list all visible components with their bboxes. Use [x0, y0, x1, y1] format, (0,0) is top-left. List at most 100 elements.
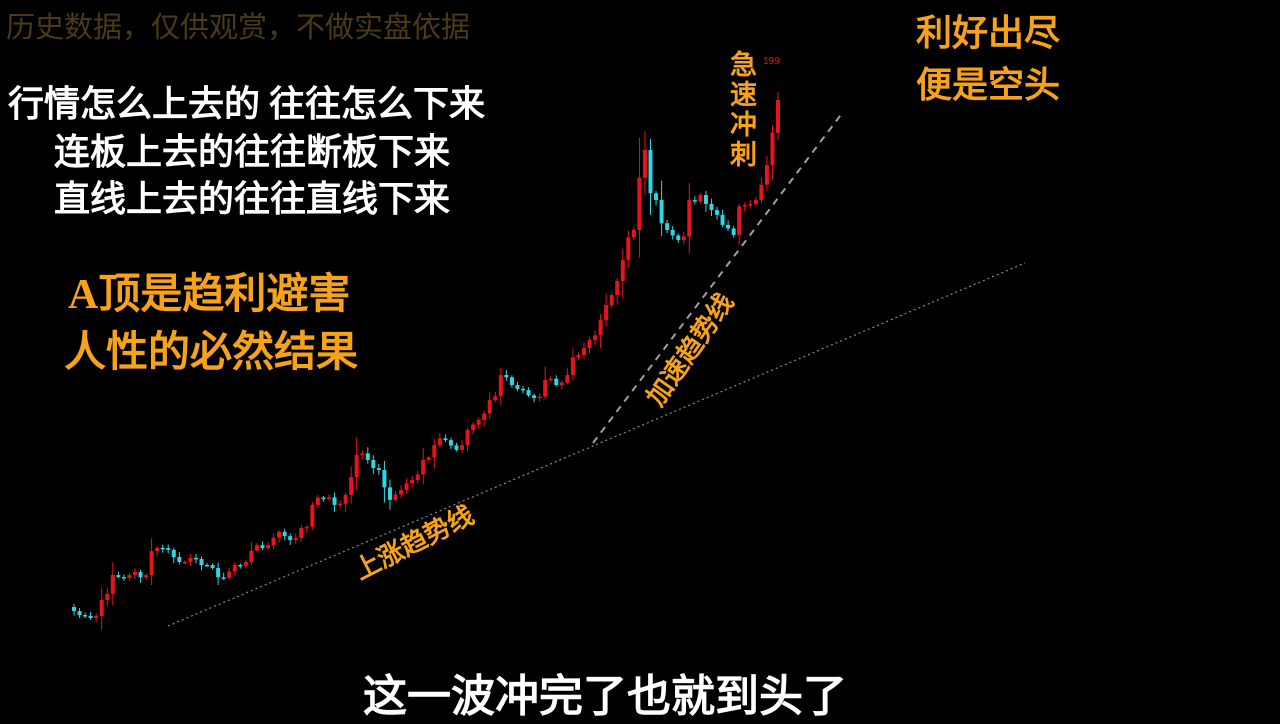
candle-down	[371, 459, 376, 469]
candle-down	[720, 214, 725, 225]
candle-up	[105, 593, 110, 600]
candle-down	[205, 565, 210, 567]
candle-up	[243, 562, 248, 566]
candle-down	[282, 531, 287, 537]
candle-up	[593, 335, 598, 341]
candle-down	[515, 385, 520, 389]
candle-up	[360, 453, 365, 455]
candle-up	[432, 445, 437, 458]
candle-up	[232, 565, 237, 572]
candle-up	[681, 236, 686, 240]
candle-up	[576, 355, 581, 358]
candle-up	[426, 457, 431, 460]
candle-up	[132, 572, 137, 576]
candle-up	[326, 497, 331, 499]
candle-down	[77, 611, 82, 616]
candle-up	[271, 537, 276, 546]
candle-up	[609, 295, 614, 306]
candle-up	[737, 206, 742, 235]
candle-up	[310, 504, 315, 527]
candle-up	[393, 494, 398, 500]
candle-up	[642, 150, 647, 178]
candle-up	[631, 229, 636, 238]
candle-down	[504, 374, 509, 378]
candle-down	[177, 557, 182, 563]
candle-up	[759, 184, 764, 201]
candle-up	[254, 545, 259, 551]
candle-up	[266, 545, 271, 549]
caption-line-1: 行情怎么上去的 往往怎么下来	[8, 84, 486, 124]
candle-down	[288, 536, 293, 541]
candle-down	[676, 235, 681, 240]
candle-down	[382, 469, 387, 488]
candle-up	[404, 483, 409, 491]
candle-up	[687, 200, 692, 237]
candle-down	[532, 395, 537, 399]
candle-up	[748, 204, 753, 206]
right-caption-1: 利好出尽	[916, 13, 1061, 53]
candle-up	[99, 599, 104, 616]
uptrend-line	[167, 262, 1026, 627]
candle-down	[138, 572, 143, 578]
candle-down	[216, 567, 221, 578]
watermark: 历史数据，仅供观赏，不做实盘依据	[6, 12, 471, 44]
candle-down	[193, 557, 198, 560]
candle-down	[654, 193, 659, 201]
candle-up	[227, 571, 232, 579]
candle-up	[399, 490, 404, 495]
highlight-line-1: A顶是趋利避害	[68, 272, 351, 318]
candle-up	[620, 260, 625, 282]
candle-up	[543, 380, 548, 397]
candle-down	[116, 575, 121, 578]
caption-line-2: 连板上去的往往断板下来	[54, 132, 451, 172]
candle-down	[260, 545, 265, 549]
candle-up	[604, 305, 609, 321]
candle-up	[277, 531, 282, 538]
candle-up	[482, 413, 487, 420]
candle-up	[304, 526, 309, 529]
candle-down	[448, 440, 453, 446]
candle-down	[665, 223, 670, 230]
candle-up	[776, 99, 780, 133]
candle-down	[387, 487, 392, 500]
candle-down	[210, 565, 215, 568]
candle-up	[465, 430, 470, 446]
candle-down	[83, 615, 88, 617]
candle-up	[626, 237, 631, 261]
candle-up	[188, 557, 193, 562]
candle-down	[199, 558, 204, 566]
candle-down	[648, 150, 653, 194]
candle-up	[565, 374, 570, 383]
candle-up	[349, 477, 354, 495]
candle-up	[476, 419, 481, 425]
candle-up	[338, 503, 343, 506]
candle-down	[221, 577, 226, 579]
candle-down	[692, 200, 697, 202]
candle-up	[493, 396, 498, 401]
candle-up	[343, 494, 348, 504]
candle-down	[703, 195, 708, 204]
candle-up	[637, 177, 642, 230]
candle-up	[110, 575, 115, 594]
candle-up	[460, 445, 465, 450]
acceleration-trend-line	[592, 111, 844, 444]
candle-down	[709, 203, 714, 211]
candle-up	[581, 348, 586, 356]
subtitle: 这一波冲完了也就到头了	[363, 672, 847, 721]
acceleration-trend-label: 加速趋势线	[641, 288, 739, 411]
candle-up	[315, 497, 320, 505]
candle-up	[437, 438, 442, 446]
caption-line-3: 直线上去的往往直线下来	[54, 179, 451, 219]
candle-down	[526, 390, 531, 396]
candle-up	[144, 575, 149, 578]
candle-down	[332, 497, 337, 505]
highlight-line-2: 人性的必然结果	[64, 330, 359, 376]
candle-up	[127, 575, 132, 579]
candle-down	[376, 468, 381, 470]
candle-down	[731, 228, 736, 235]
candle-down	[554, 378, 559, 386]
candle-up	[149, 551, 154, 576]
candle-down	[238, 565, 243, 567]
candle-up	[764, 165, 769, 185]
